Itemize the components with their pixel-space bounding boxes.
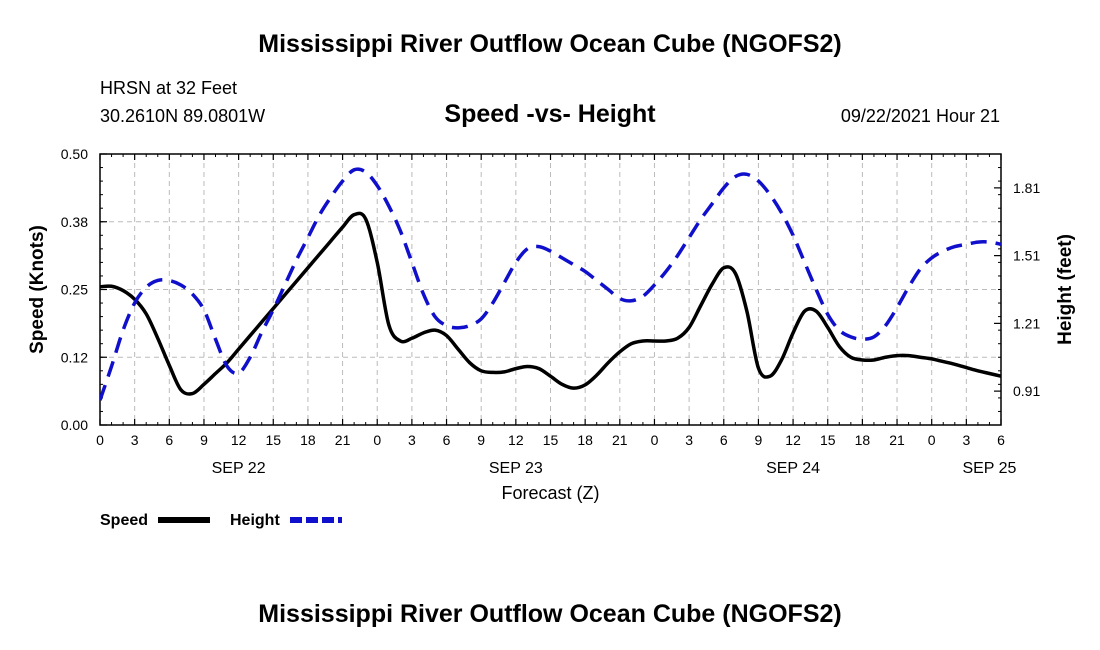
- date-label: SEP 22: [212, 460, 266, 477]
- chart-top-title: Mississippi River Outflow Ocean Cube (NG…: [258, 30, 842, 58]
- x-tick-label: 12: [508, 432, 524, 448]
- forecast-datetime: 09/22/2021 Hour 21: [840, 106, 1000, 126]
- x-tick-label: 21: [612, 432, 628, 448]
- series-line-speed: [100, 211, 1001, 396]
- x-axis-title: Forecast (Z): [501, 483, 599, 503]
- y-tick-label: 0.50: [61, 146, 88, 162]
- chart-subtitle: Speed -vs- Height: [444, 100, 656, 128]
- station-coordinates: 30.2610N 89.0801W: [100, 106, 266, 126]
- x-tick-label: 0: [651, 432, 659, 448]
- x-tick-label: 9: [200, 432, 208, 448]
- y-axis-title: Speed (Knots): [27, 225, 48, 354]
- x-tick-label: 15: [265, 432, 281, 448]
- x-tick-label: 0: [928, 432, 936, 448]
- x-tick-label: 0: [96, 432, 104, 448]
- x-tick-label: 3: [131, 432, 139, 448]
- x-tick-label: 3: [685, 432, 693, 448]
- date-label: SEP 25: [962, 460, 1016, 477]
- date-label: SEP 24: [766, 460, 820, 477]
- y-tick-label: 0.25: [61, 282, 88, 298]
- x-tick-label: 3: [408, 432, 416, 448]
- x-tick-label: 21: [335, 432, 351, 448]
- x-tick-label: 6: [443, 432, 451, 448]
- x-tick-label: 18: [300, 432, 316, 448]
- x-tick-label: 9: [755, 432, 763, 448]
- x-tick-label: 12: [785, 432, 801, 448]
- x-tick-label: 15: [820, 432, 836, 448]
- y2-tick-label: 1.81: [1013, 180, 1040, 196]
- x-tick-label: 18: [855, 432, 871, 448]
- x-tick-label: 6: [997, 432, 1005, 448]
- date-label: SEP 23: [489, 460, 543, 477]
- x-tick-label: 0: [373, 432, 381, 448]
- station-name: HRSN at 32 Feet: [100, 78, 238, 98]
- x-tick-label: 9: [477, 432, 485, 448]
- x-tick-label: 6: [720, 432, 728, 448]
- x-tick-label: 15: [543, 432, 559, 448]
- x-tick-label: 18: [577, 432, 593, 448]
- y-tick-label: 0.12: [61, 349, 88, 365]
- x-tick-label: 21: [889, 432, 905, 448]
- x-tick-label: 12: [231, 432, 247, 448]
- y2-axis-title: Height (feet): [1055, 234, 1076, 345]
- x-tick-label: 3: [962, 432, 970, 448]
- y2-tick-label: 1.51: [1013, 248, 1040, 264]
- y2-tick-label: 0.91: [1013, 383, 1040, 399]
- chart-bottom-title: Mississippi River Outflow Ocean Cube (NG…: [258, 600, 842, 628]
- y-tick-label: 0.38: [61, 214, 88, 230]
- y2-tick-label: 1.21: [1013, 315, 1040, 331]
- x-tick-label: 6: [165, 432, 173, 448]
- series-line-height: [100, 167, 1001, 401]
- legend-label-speed: Speed: [100, 512, 148, 529]
- y-tick-label: 0.00: [61, 417, 88, 433]
- legend-label-height: Height: [230, 512, 280, 529]
